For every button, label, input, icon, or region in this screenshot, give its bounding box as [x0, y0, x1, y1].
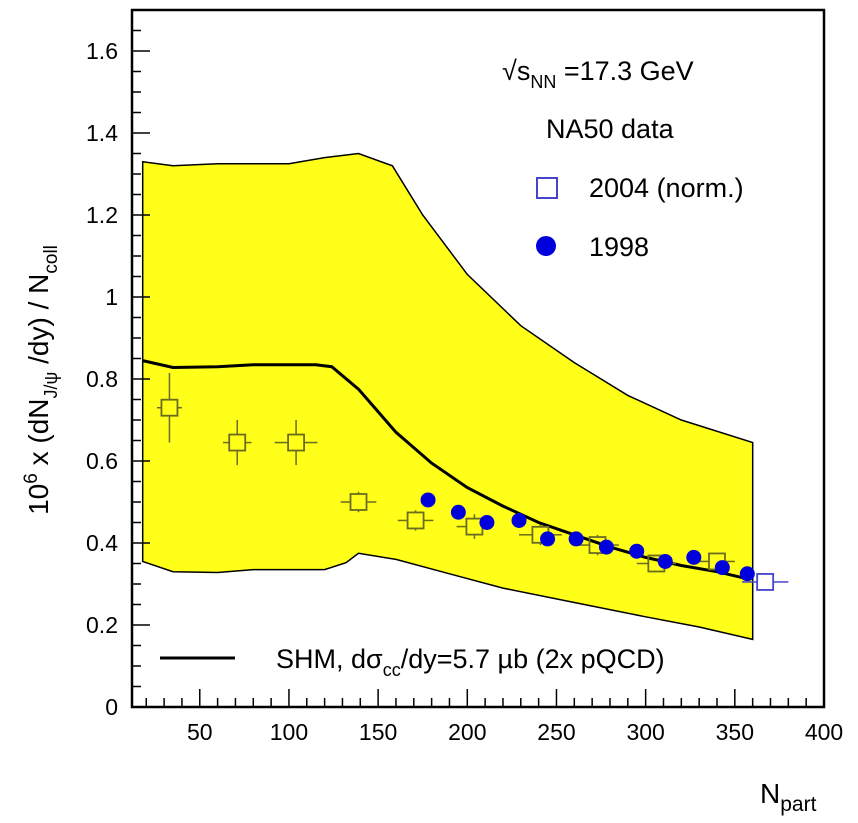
x-tick-label: 350: [716, 719, 754, 745]
x-tick-label: 200: [448, 719, 486, 745]
y-tick-label: 1.6: [86, 38, 118, 64]
y-tick-label: 1.4: [86, 120, 118, 146]
data-point-2004-4: [397, 510, 434, 531]
data-point-1998-8: [657, 553, 673, 569]
y-tick-label: 1.2: [86, 202, 118, 228]
x-tick-label: 250: [537, 719, 575, 745]
data-point-1998-5: [568, 531, 584, 547]
data-point-1998-1: [450, 504, 466, 520]
legend-label-2004: 2004 (norm.): [589, 173, 744, 203]
plot-area: [141, 152, 789, 641]
legend-marker-2004: [536, 177, 558, 199]
y-tick-label: 0.2: [86, 612, 118, 638]
data-point-1998-3: [511, 512, 527, 528]
y-tick-label: 0.4: [86, 530, 118, 556]
data-point-1998-10: [714, 560, 730, 576]
x-axis-title: Npart: [760, 778, 817, 816]
data-point-1998-4: [540, 531, 556, 547]
legend-label-shm: SHM, dσcc/dy=5.7 µb (2x pQCD): [276, 644, 665, 680]
y-tick-label: 1: [105, 284, 118, 310]
data-point-1998-7: [629, 543, 645, 559]
x-tick-label: 150: [359, 719, 397, 745]
shm-uncertainty-band: [141, 152, 754, 641]
legend-label-1998: 1998: [589, 232, 649, 262]
data-point-1998-9: [686, 549, 702, 565]
data-point-2004-2: [274, 420, 318, 466]
energy-annotation: √sNN =17.3 GeV: [502, 56, 694, 92]
y-tick-label: 0.6: [86, 448, 118, 474]
data-point-1998-6: [598, 539, 614, 555]
y-tick-label: 0.8: [86, 366, 118, 392]
x-tick-label: 400: [805, 719, 843, 745]
x-tick-label: 100: [270, 719, 308, 745]
data-point-1998-0: [420, 492, 436, 508]
data-point-2004-0: [156, 372, 182, 443]
y-axis-title: 106 x (dNJ/ψ /dy) / Ncoll: [21, 245, 62, 515]
data-point-1998-11: [739, 566, 755, 582]
y-tick-label: 0: [105, 694, 118, 720]
axis-tick-labels: 50 100 150 200 250 300 350 400 0 0.2 0.4 0.6 0.8 1 1.2…: [86, 38, 843, 745]
data-point-2004-extra: [741, 573, 789, 591]
x-tick-label: 50: [187, 719, 213, 745]
data-point-2004-3: [340, 491, 377, 513]
shm-line: [142, 359, 745, 580]
axis-ticks: [132, 29, 807, 707]
data-point-1998-2: [479, 515, 495, 530]
data-point-2004-1: [222, 420, 252, 466]
x-tick-label: 300: [626, 719, 664, 745]
legend-group-title: NA50 data: [546, 114, 675, 144]
data-markers: [156, 372, 789, 591]
legend-marker-1998: [536, 236, 556, 256]
legend: 2004 (norm.) 1998 SHM, dσcc/dy=5.7 µb (2…: [160, 173, 744, 680]
